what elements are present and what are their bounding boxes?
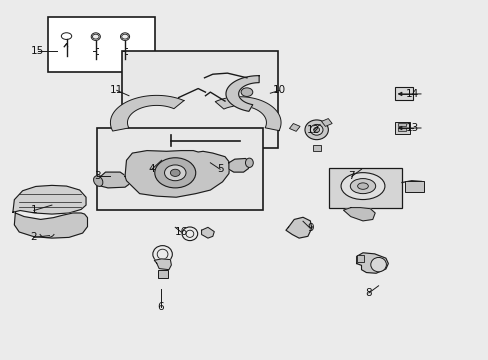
Bar: [405, 181, 423, 192]
Polygon shape: [125, 150, 229, 197]
Bar: [397, 128, 406, 131]
Polygon shape: [343, 208, 374, 221]
Polygon shape: [228, 158, 250, 172]
Polygon shape: [201, 227, 214, 238]
Bar: [312, 145, 320, 151]
Bar: [397, 123, 406, 126]
Text: 9: 9: [306, 224, 313, 233]
Polygon shape: [14, 213, 87, 238]
Ellipse shape: [349, 179, 375, 194]
Text: 16: 16: [174, 227, 187, 237]
Circle shape: [164, 165, 185, 181]
Ellipse shape: [310, 125, 323, 135]
Text: 5: 5: [216, 164, 223, 174]
Bar: [289, 123, 300, 131]
Polygon shape: [215, 97, 281, 131]
Text: 3: 3: [94, 171, 101, 181]
Polygon shape: [96, 172, 130, 188]
Text: 14: 14: [405, 89, 419, 99]
Text: 1: 1: [30, 206, 37, 216]
Ellipse shape: [340, 173, 384, 199]
Polygon shape: [154, 259, 171, 270]
Circle shape: [170, 169, 180, 176]
Circle shape: [241, 88, 252, 96]
Polygon shape: [110, 95, 183, 131]
Ellipse shape: [357, 183, 367, 189]
Text: 15: 15: [31, 46, 44, 56]
Circle shape: [122, 34, 128, 39]
Ellipse shape: [305, 120, 328, 140]
Bar: [356, 255, 363, 262]
Text: 8: 8: [365, 288, 371, 298]
Ellipse shape: [313, 127, 319, 132]
Bar: [328, 168, 401, 208]
Text: 2: 2: [30, 232, 37, 242]
Polygon shape: [225, 76, 259, 111]
Circle shape: [92, 34, 99, 39]
Ellipse shape: [93, 176, 102, 186]
Bar: [394, 87, 412, 100]
Ellipse shape: [245, 158, 253, 167]
Polygon shape: [356, 253, 387, 273]
Text: 10: 10: [272, 85, 285, 95]
Circle shape: [155, 158, 195, 188]
Polygon shape: [285, 217, 311, 238]
Text: 4: 4: [148, 164, 155, 174]
Text: 11: 11: [110, 85, 123, 95]
Bar: [321, 118, 331, 126]
Polygon shape: [13, 185, 86, 214]
Ellipse shape: [370, 257, 386, 272]
Text: 6: 6: [157, 302, 163, 312]
Bar: [97, 128, 262, 211]
Bar: [158, 270, 168, 278]
Text: 7: 7: [348, 171, 354, 181]
Text: 13: 13: [405, 123, 419, 133]
Text: 12: 12: [306, 125, 320, 135]
Bar: [122, 51, 277, 148]
Bar: [394, 122, 409, 134]
Bar: [47, 17, 155, 72]
